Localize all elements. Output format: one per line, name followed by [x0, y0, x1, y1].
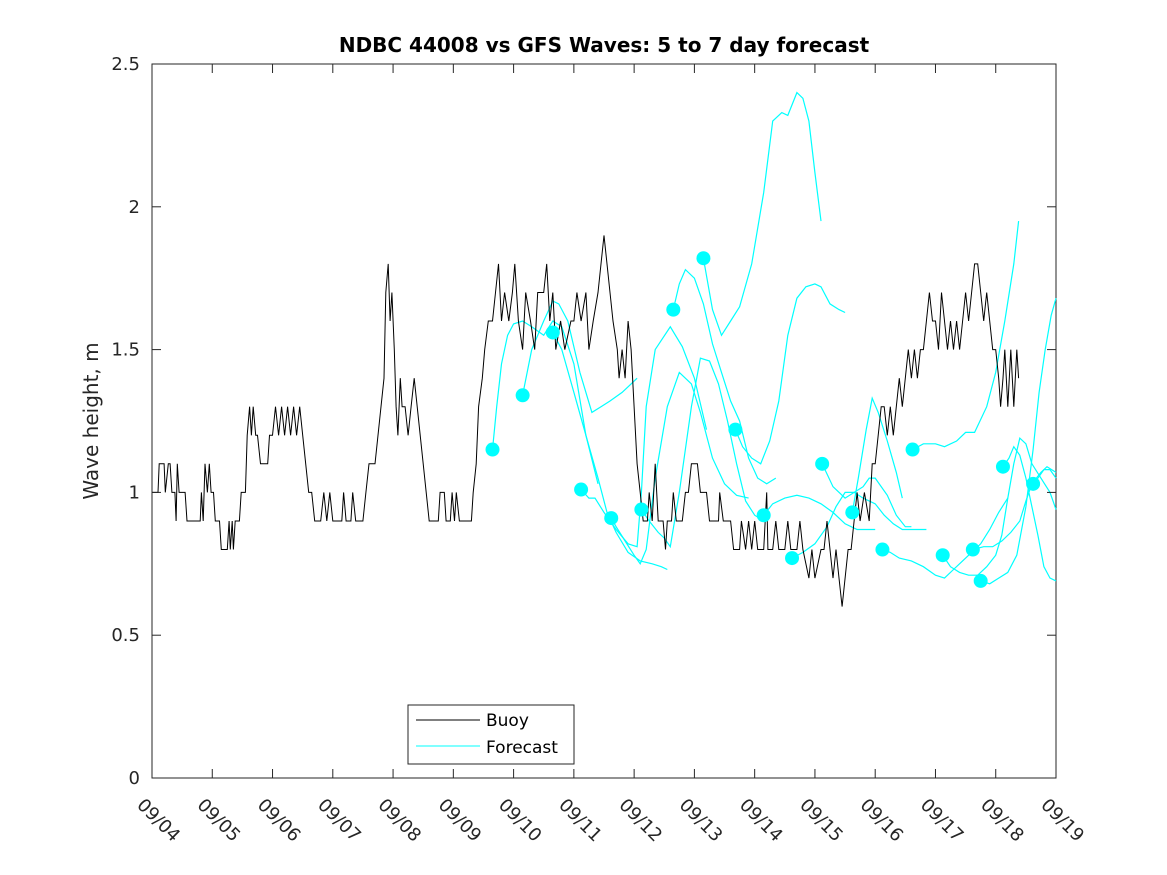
- forecast-start-marker: [634, 502, 649, 517]
- forecast-line: [912, 221, 1020, 451]
- forecast-start-marker: [973, 573, 988, 588]
- forecast-start-marker: [728, 422, 743, 437]
- forecast-line: [672, 268, 777, 485]
- forecast-line: [851, 396, 903, 513]
- forecast-line: [522, 300, 638, 414]
- y-tick-label: 1: [129, 482, 140, 503]
- forecast-line: [640, 357, 765, 549]
- legend-label-buoy: Buoy: [486, 711, 529, 731]
- plot-area: 00.511.522.5 09/04 09/05 09/06 09/07 09/08 09…: [111, 54, 1088, 846]
- y-tick-label: 0: [129, 768, 140, 789]
- forecast-start-marker: [1026, 476, 1041, 491]
- forecast-line: [882, 497, 1009, 579]
- series-layer: [152, 91, 1057, 607]
- forecast-start-marker: [756, 508, 771, 523]
- y-tick-label: 2.5: [111, 54, 140, 75]
- forecast-start-marker: [995, 459, 1010, 474]
- y-axis-label: Wave height, m: [79, 342, 103, 499]
- forecast-start-marker: [845, 505, 860, 520]
- legend-label-forecast: Forecast: [486, 738, 558, 758]
- forecast-line: [980, 298, 1057, 585]
- forecast-start-marker: [515, 388, 530, 403]
- forecast-start-marker: [785, 551, 800, 566]
- forecast-start-marker: [604, 511, 619, 526]
- forecast-line: [821, 463, 927, 531]
- y-tick-label: 2: [129, 197, 140, 218]
- y-axis-ticks: 0 0.5 1 1.5 2 2.5: [111, 54, 1056, 789]
- forecast-line: [942, 436, 1057, 576]
- forecast-start-marker: [935, 548, 950, 563]
- y-tick-label: 0.5: [111, 625, 140, 646]
- forecast-line: [791, 477, 912, 559]
- forecast-start-marker: [666, 302, 681, 317]
- forecast-line: [702, 91, 822, 337]
- forecast-start-marker: [905, 442, 920, 457]
- forecast-start-marker: [485, 442, 500, 457]
- forecast-line: [734, 283, 846, 465]
- forecast-start-marker: [696, 251, 711, 266]
- buoy-line: [152, 235, 1020, 607]
- forecast-start-marker: [965, 542, 980, 557]
- legend-box: [407, 704, 575, 765]
- forecast-start-marker: [545, 325, 560, 340]
- forecast-start-marker: [574, 482, 589, 497]
- forecast-line: [610, 371, 749, 566]
- axes-box: [151, 63, 1057, 779]
- chart-title: NDBC 44008 vs GFS Waves: 5 to 7 day fore…: [339, 33, 870, 57]
- forecast-start-marker: [875, 542, 890, 557]
- forecast-line: [763, 494, 876, 531]
- y-tick-label: 1.5: [111, 340, 140, 361]
- legend: Buoy Forecast: [407, 704, 575, 765]
- forecast-line: [1002, 445, 1057, 582]
- forecast-start-marker: [815, 456, 830, 471]
- forecast-line: [580, 325, 708, 548]
